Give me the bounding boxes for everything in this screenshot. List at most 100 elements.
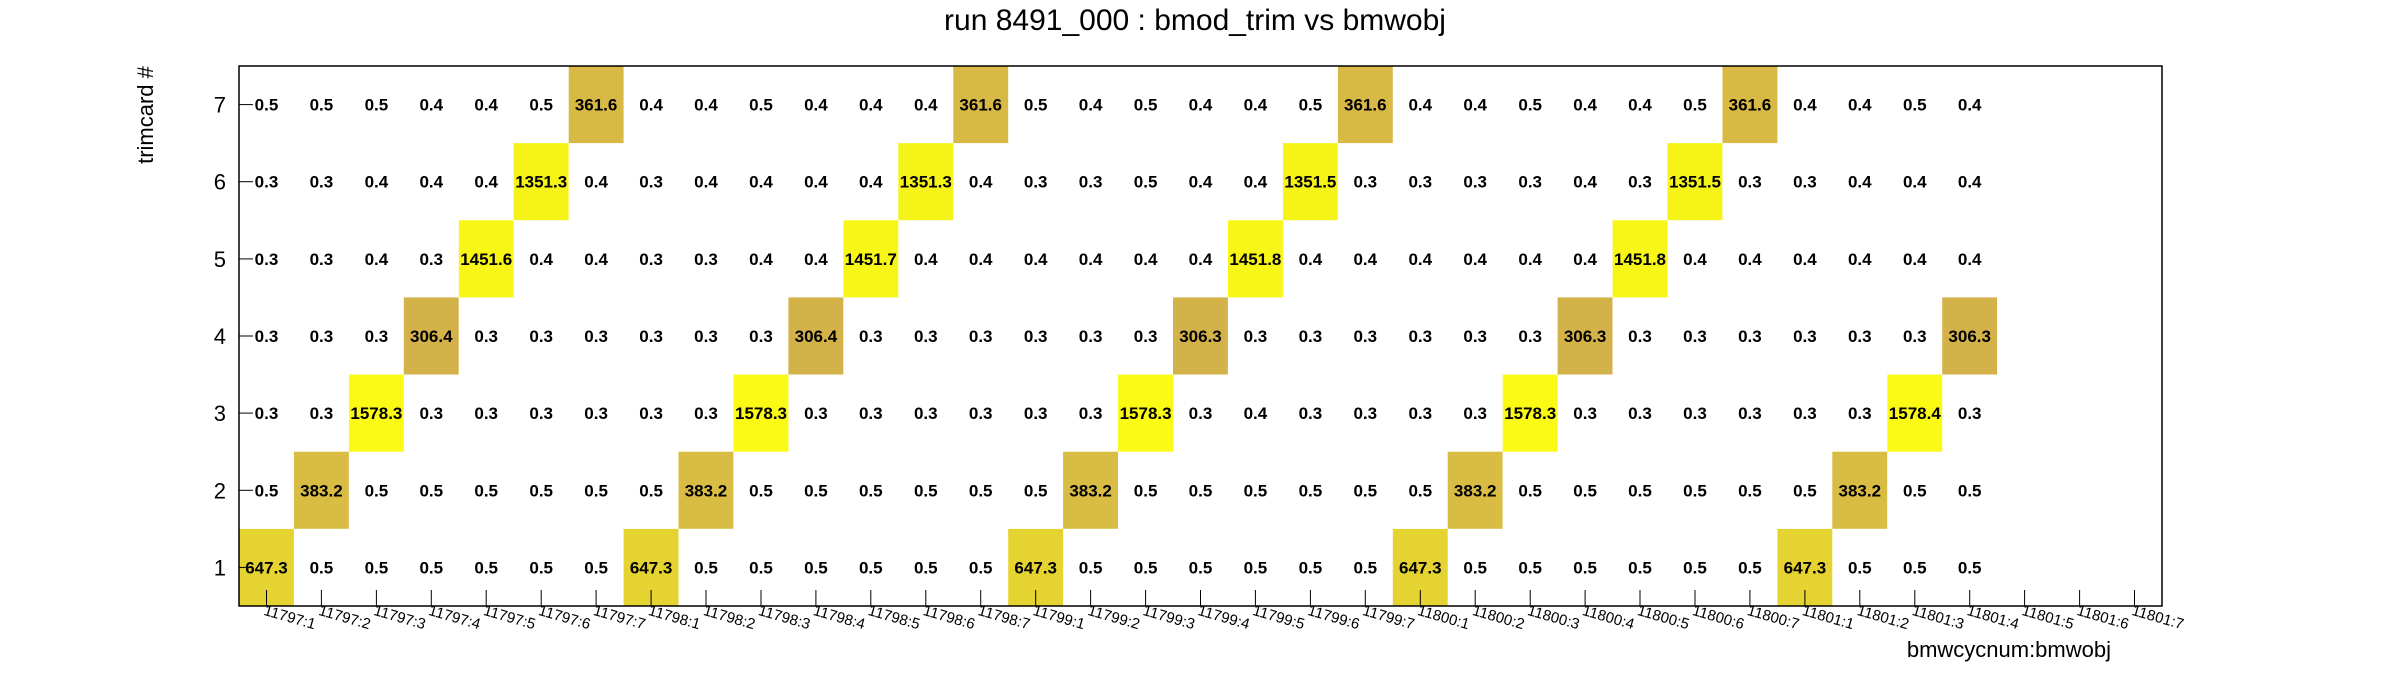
heatmap-cell — [1667, 143, 1723, 221]
cell-value-label: 0.3 — [1518, 327, 1542, 346]
cell-value-label: 0.4 — [1408, 250, 1432, 269]
cells-layer — [239, 66, 1998, 606]
cell-value-label: 0.5 — [859, 481, 883, 500]
cell-value-label: 0.5 — [1903, 481, 1927, 500]
x-tick-label: 11800:3 — [1526, 602, 1582, 633]
cell-value-label: 0.5 — [584, 558, 608, 577]
cell-value-label: 0.3 — [255, 404, 279, 423]
x-tick-label: 11801:5 — [2020, 602, 2076, 633]
cell-value-label: 0.3 — [694, 327, 718, 346]
cell-value-label: 0.3 — [1408, 173, 1432, 192]
heatmap-cell — [1942, 297, 1998, 375]
cell-value-label: 0.5 — [1738, 558, 1762, 577]
cell-value-label: 0.5 — [419, 558, 443, 577]
cell-value-label: 0.3 — [310, 250, 334, 269]
cell-value-label: 0.5 — [1628, 558, 1652, 577]
cell-value-label: 0.3 — [1353, 327, 1377, 346]
cell-value-label: 0.5 — [474, 558, 498, 577]
x-tick-label: 11800:5 — [1635, 602, 1691, 633]
cell-value-label: 0.4 — [474, 173, 498, 192]
cell-value-label: 0.4 — [914, 96, 938, 115]
heatmap-cell — [1118, 374, 1173, 452]
cell-value-label: 0.4 — [1189, 250, 1213, 269]
y-axis-title: trimcard # — [133, 65, 158, 164]
cell-value-label: 0.5 — [1518, 558, 1542, 577]
cell-value-label: 0.4 — [1244, 96, 1268, 115]
cell-value-label: 0.3 — [639, 327, 663, 346]
cell-value-label: 0.5 — [969, 481, 993, 500]
cell-value-label: 306.4 — [410, 327, 453, 346]
cell-value-label: 0.5 — [1628, 481, 1652, 500]
cell-value-label: 647.3 — [1784, 558, 1827, 577]
cell-value-label: 0.5 — [914, 558, 938, 577]
cell-value-label: 0.5 — [419, 481, 443, 500]
cell-value-label: 306.3 — [1179, 327, 1222, 346]
cell-value-label: 1351.5 — [1669, 173, 1721, 192]
cell-value-label: 0.5 — [804, 481, 828, 500]
cell-value-label: 1351.5 — [1284, 173, 1336, 192]
x-tick-label: 11801:4 — [1965, 602, 2021, 633]
cell-value-label: 0.4 — [1903, 173, 1927, 192]
cell-value-label: 0.4 — [474, 96, 498, 115]
x-tick-label: 11799:1 — [1031, 602, 1087, 633]
cell-value-label: 0.5 — [1683, 96, 1707, 115]
cell-value-label: 0.3 — [529, 327, 553, 346]
cell-value-label: 0.4 — [1958, 173, 1982, 192]
heatmap-cell — [1173, 297, 1228, 375]
cell-value-label: 0.5 — [804, 558, 828, 577]
cell-value-label: 0.3 — [1848, 404, 1872, 423]
x-tick-label: 11799:3 — [1141, 602, 1197, 633]
cell-value-label: 647.3 — [630, 558, 673, 577]
cell-value-label: 1578.3 — [1120, 404, 1172, 423]
heatmap-cell — [513, 143, 569, 221]
cell-value-label: 0.4 — [804, 250, 828, 269]
heatmap-cell — [458, 220, 514, 298]
y-tick-label: 7 — [214, 93, 226, 118]
cell-value-label: 0.4 — [1793, 96, 1817, 115]
cell-value-label: 0.5 — [639, 481, 663, 500]
cell-value-label: 0.4 — [1573, 173, 1597, 192]
cell-value-label: 0.3 — [694, 250, 718, 269]
cell-value-label: 0.3 — [859, 327, 883, 346]
heatmap-cell — [1557, 297, 1613, 375]
cell-value-label: 0.4 — [804, 173, 828, 192]
cell-value-label: 0.4 — [365, 173, 389, 192]
x-tick-label: 11801:7 — [2130, 602, 2186, 633]
cell-value-label: 0.3 — [365, 327, 389, 346]
cell-value-label: 0.3 — [419, 404, 443, 423]
y-ticks-layer: 1 2 3 4 5 6 7 — [214, 93, 253, 580]
cell-value-label: 0.5 — [529, 558, 553, 577]
cell-value-label: 361.6 — [575, 96, 618, 115]
x-tick-label: 11797:4 — [427, 602, 483, 633]
cell-value-label: 0.3 — [969, 404, 993, 423]
cell-value-label: 0.3 — [1628, 173, 1652, 192]
cell-value-label: 0.3 — [1079, 173, 1103, 192]
x-ticks-layer: 11797:1 11797:2 11797:3 11797:4 11797:5 11797… — [262, 590, 2186, 633]
cell-value-label: 1351.3 — [900, 173, 952, 192]
cell-value-label: 0.3 — [1683, 404, 1707, 423]
x-tick-label: 11801:6 — [2075, 602, 2131, 633]
cell-value-label: 0.5 — [1244, 558, 1268, 577]
cell-value-label: 1451.6 — [460, 250, 512, 269]
cell-value-label: 0.3 — [255, 327, 279, 346]
x-tick-label: 11798:3 — [756, 602, 812, 633]
cell-value-label: 0.4 — [1244, 173, 1268, 192]
cell-value-label: 0.5 — [529, 96, 553, 115]
cell-value-label: 0.3 — [639, 250, 663, 269]
cell-value-label: 0.3 — [1408, 327, 1432, 346]
cell-value-label: 0.4 — [749, 173, 773, 192]
cell-value-label: 0.5 — [310, 558, 334, 577]
cell-value-label: 0.4 — [694, 173, 718, 192]
cell-value-label: 0.3 — [1683, 327, 1707, 346]
cell-value-label: 0.5 — [1134, 173, 1158, 192]
cell-value-label: 0.3 — [1738, 173, 1762, 192]
cell-value-label: 0.3 — [1793, 404, 1817, 423]
cell-value-label: 0.5 — [1738, 481, 1762, 500]
cell-value-label: 0.5 — [1518, 96, 1542, 115]
cell-value-label: 0.5 — [1848, 558, 1872, 577]
cell-value-label: 383.2 — [1069, 481, 1112, 500]
cell-value-label: 361.6 — [1729, 96, 1772, 115]
cell-value-label: 0.3 — [914, 404, 938, 423]
y-tick-label: 4 — [214, 324, 226, 349]
cell-value-label: 0.4 — [694, 96, 718, 115]
